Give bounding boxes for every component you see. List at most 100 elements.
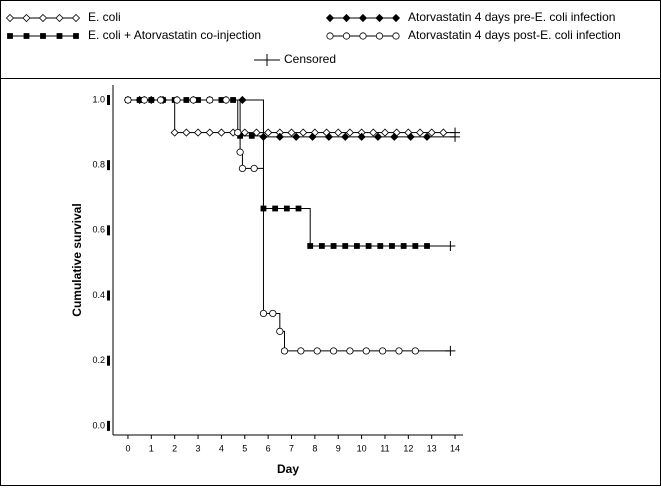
marker [292,132,301,141]
y-tick-label: 0.6 [92,225,105,235]
legend-label: E. coli [88,10,121,24]
legend-marker [23,33,30,39]
marker [283,205,290,212]
marker [342,243,349,249]
marker [406,132,415,141]
legend-marker [375,13,384,23]
marker [259,309,268,318]
censored-mark [450,131,461,142]
marker [157,96,165,104]
marker [217,128,226,137]
marker [287,128,296,137]
marker [362,347,370,355]
x-tick-label: 4 [219,443,224,453]
censored-mark [445,345,456,356]
legend-marker [375,32,384,40]
marker [189,96,197,104]
x-tick-label: 12 [403,443,413,453]
marker [354,243,360,249]
marker [280,347,289,355]
legend-marker [55,13,64,23]
marker [269,309,277,318]
marker [422,132,432,141]
legend-marker [325,13,335,23]
marker [334,128,343,137]
y-tick [107,420,110,431]
marker [238,164,247,173]
x-tick-label: 8 [312,443,317,453]
y-tick [107,290,110,301]
y-tick [107,225,110,236]
legend-item: Censored [254,52,336,66]
y-tick-label: 0.2 [92,355,105,365]
legend-marker [391,13,401,23]
marker [400,243,407,249]
marker [297,347,305,355]
x-tick-label: 9 [336,443,341,453]
marker [412,243,419,249]
marker [346,347,354,355]
marker [439,128,448,137]
x-tick-label: 5 [242,443,247,453]
marker [390,132,399,141]
marker [427,128,436,137]
x-tick-label: 1 [149,443,154,453]
marker [389,243,395,249]
marker [222,96,230,104]
marker [124,96,132,104]
marker [182,128,191,137]
marker [424,243,430,249]
legend-label: Atorvastatin 4 days post-E. coli infecti… [408,28,621,42]
legend-marker [342,32,351,40]
marker [250,164,258,173]
marker [377,243,384,249]
legend-marker [7,33,13,39]
marker [295,205,302,212]
marker [415,128,425,137]
marker [193,128,203,137]
x-tick-label: 0 [125,443,130,453]
y-tick [107,160,110,171]
legend-label: E. coli + Atorvastatin co-injection [88,28,261,42]
marker [395,347,403,355]
x-tick-label: 2 [172,443,177,453]
legend-item: E. coli + Atorvastatin co-injection [7,28,261,42]
y-tick [107,94,110,105]
legend-marker [22,13,31,23]
y-tick-label: 1.0 [92,94,105,104]
marker [329,347,338,355]
legend-censored-mark [254,54,280,66]
legend-marker [71,13,81,23]
legend-label: Atorvastatin 4 days pre-E. coli infectio… [408,10,615,24]
marker [341,132,350,141]
marker [205,128,214,137]
x-tick-label: 14 [450,443,460,453]
legend-item: Atorvastatin 4 days post-E. coli infecti… [326,28,621,42]
legend-label: Censored [284,52,336,66]
x-axis-title: Day [277,462,299,476]
step-segment [298,208,311,246]
marker [313,347,321,355]
marker [308,132,317,141]
legend-marker [40,33,46,39]
marker [206,96,214,104]
step-segment [242,99,264,137]
x-tick-label: 13 [427,443,437,453]
marker [345,128,354,137]
legend-marker [392,32,400,40]
y-tick [107,355,110,366]
marker [173,96,181,104]
marker [275,132,284,141]
marker [238,95,247,105]
marker [373,132,383,141]
legend-marker [358,13,368,23]
x-tick-label: 10 [357,443,367,453]
marker [276,327,284,335]
legend-marker [38,13,48,23]
marker [170,128,179,137]
marker [259,132,268,141]
marker [140,96,148,104]
marker [411,347,419,355]
